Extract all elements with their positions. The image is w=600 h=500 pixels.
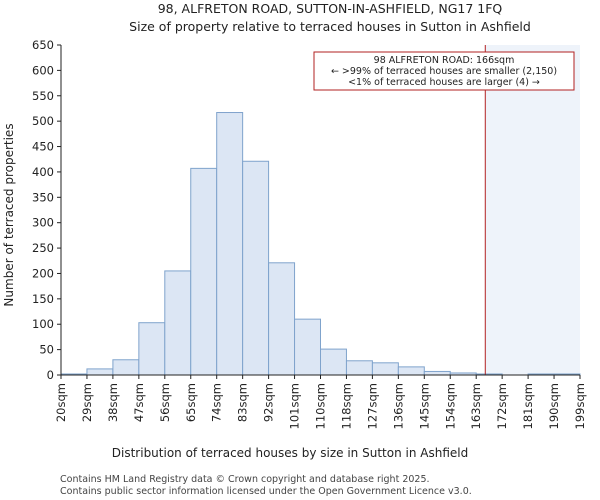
- x-tick-label-145sqm: 145sqm: [417, 383, 431, 429]
- bar-145sqm: [423, 370, 451, 376]
- x-tick-label-181sqm: 181sqm: [521, 383, 535, 429]
- bar-56sqm: [164, 270, 192, 376]
- x-tick-label-38sqm: 38sqm: [106, 383, 120, 422]
- bar-118sqm: [345, 360, 373, 376]
- y-tick-label-400: 400: [32, 165, 54, 179]
- x-tick-label-74sqm: 74sqm: [210, 383, 224, 422]
- y-tick-label-250: 250: [32, 241, 54, 255]
- y-tick-label-200: 200: [32, 266, 54, 280]
- y-tick-label-100: 100: [32, 317, 54, 331]
- x-tick-label-47sqm: 47sqm: [132, 383, 146, 422]
- y-tick-label-600: 600: [32, 63, 54, 77]
- bar-29sqm: [86, 368, 114, 376]
- bar-101sqm: [294, 318, 321, 376]
- footer-line-2: Contains public sector information licen…: [60, 486, 472, 497]
- x-tick-label-92sqm: 92sqm: [262, 383, 276, 422]
- x-tick-label-65sqm: 65sqm: [184, 383, 198, 422]
- x-tick-label-56sqm: 56sqm: [158, 383, 172, 422]
- x-axis-label: Distribution of terraced houses by size …: [112, 446, 468, 460]
- larger-properties-region: [485, 45, 580, 375]
- chart-subtitle: Size of property relative to terraced ho…: [129, 19, 531, 34]
- x-tick-label-190sqm: 190sqm: [547, 383, 561, 429]
- y-tick-label-50: 50: [39, 343, 54, 357]
- x-tick-label-127sqm: 127sqm: [365, 383, 379, 429]
- y-tick-label-350: 350: [32, 190, 54, 204]
- x-tick-label-154sqm: 154sqm: [443, 383, 457, 429]
- bar-127sqm: [371, 362, 399, 376]
- x-tick-label-172sqm: 172sqm: [495, 383, 509, 429]
- x-tick-label-136sqm: 136sqm: [391, 383, 405, 429]
- x-tick-label-83sqm: 83sqm: [236, 383, 250, 422]
- x-tick-label-118sqm: 118sqm: [339, 383, 353, 429]
- bar-83sqm: [242, 160, 270, 376]
- x-axis: 20sqm 29sqm 38sqm 47sqm 56sqm 65sqm 74sqm 83sqm…: [54, 374, 587, 429]
- bar-38sqm: [112, 359, 140, 376]
- annotation-line-2: ← >99% of terraced houses are smaller (2…: [331, 66, 557, 77]
- annotation-line-1: 98 ALFRETON ROAD: 166sqm: [374, 55, 515, 66]
- y-tick-label-0: 0: [47, 368, 54, 382]
- y-tick-label-450: 450: [32, 140, 54, 154]
- bar-110sqm: [320, 348, 347, 376]
- y-tick-label-500: 500: [32, 114, 54, 128]
- bar-136sqm: [397, 366, 425, 376]
- footer-line-1: Contains HM Land Registry data © Crown c…: [60, 474, 430, 485]
- x-tick-label-20sqm: 20sqm: [54, 383, 68, 422]
- y-tick-label-150: 150: [32, 292, 54, 306]
- y-axis: 0 50 100 150 200 250 300 350 400 450 500 550 600 650: [32, 38, 62, 382]
- y-axis-label: Number of terraced properties: [2, 123, 16, 306]
- y-tick-label-550: 550: [32, 89, 54, 103]
- bars-group: [60, 112, 581, 376]
- bar-92sqm: [268, 262, 296, 376]
- x-tick-label-163sqm: 163sqm: [469, 383, 483, 429]
- bar-74sqm: [216, 112, 244, 376]
- y-tick-label-650: 650: [32, 38, 54, 52]
- x-tick-label-199sqm: 199sqm: [573, 383, 587, 429]
- annotation-line-3: <1% of terraced houses are larger (4) →: [348, 77, 540, 88]
- annotation-border: [313, 51, 575, 91]
- bar-47sqm: [138, 322, 166, 376]
- x-tick-label-101sqm: 101sqm: [288, 383, 302, 429]
- bar-65sqm: [190, 167, 218, 376]
- y-tick-label-300: 300: [32, 216, 54, 230]
- chart-title: 98, ALFRETON ROAD, SUTTON-IN-ASHFIELD, N…: [158, 1, 503, 16]
- x-tick-label-110sqm: 110sqm: [314, 383, 328, 429]
- annotation-box: 98 ALFRETON ROAD: 166sqm ← >99% of terra…: [313, 51, 575, 91]
- x-tick-label-29sqm: 29sqm: [80, 383, 94, 422]
